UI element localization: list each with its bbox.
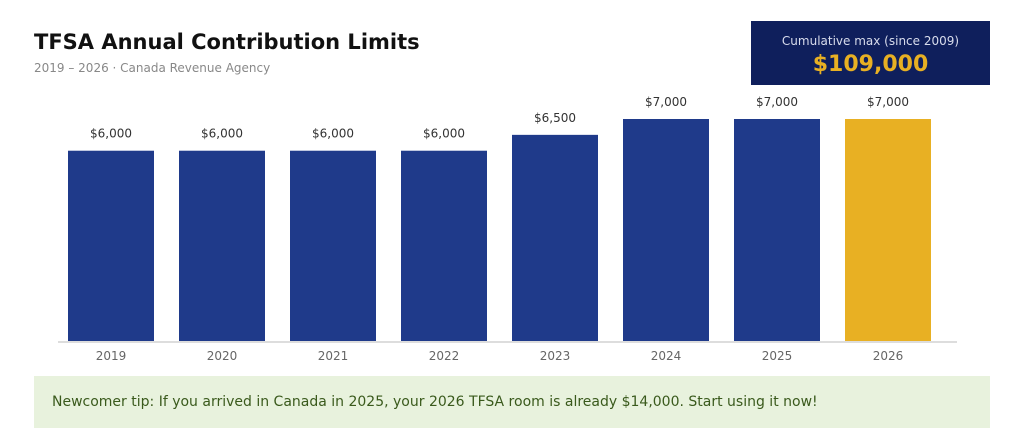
newcomer-tip: Newcomer tip: If you arrived in Canada i… bbox=[34, 376, 990, 428]
x-tick-label: 2020 bbox=[207, 349, 238, 363]
chart-title: TFSA Annual Contribution Limits bbox=[34, 30, 420, 54]
data-label: $6,000 bbox=[90, 127, 132, 141]
chart-subtitle: 2019 – 2026 · Canada Revenue Agency bbox=[34, 61, 271, 75]
bar-2020 bbox=[179, 150, 265, 341]
data-label: $6,500 bbox=[534, 111, 576, 125]
bar-2023 bbox=[512, 134, 598, 341]
data-label: $7,000 bbox=[645, 95, 687, 109]
x-tick-label: 2022 bbox=[429, 349, 460, 363]
x-tick-label: 2021 bbox=[318, 349, 349, 363]
x-tick-label: 2024 bbox=[651, 349, 682, 363]
data-label: $7,000 bbox=[867, 95, 909, 109]
bar-2026 bbox=[845, 119, 931, 341]
data-label: $6,000 bbox=[312, 127, 354, 141]
x-tick-label: 2019 bbox=[96, 349, 127, 363]
data-label: $7,000 bbox=[756, 95, 798, 109]
cumulative-value: $109,000 bbox=[812, 52, 929, 77]
bar-2019 bbox=[68, 150, 154, 341]
cumulative-card: Cumulative max (since 2009) $109,000 bbox=[751, 21, 990, 85]
bar-2021 bbox=[290, 150, 376, 341]
cumulative-label: Cumulative max (since 2009) bbox=[781, 34, 960, 48]
bar-2024 bbox=[623, 119, 709, 341]
data-label: $6,000 bbox=[423, 127, 465, 141]
data-label: $6,000 bbox=[201, 127, 243, 141]
x-tick-label: 2025 bbox=[762, 349, 793, 363]
x-tick-label: 2023 bbox=[540, 349, 571, 363]
bar-2025 bbox=[734, 119, 820, 341]
bar-2022 bbox=[401, 150, 487, 341]
x-tick-label: 2026 bbox=[873, 349, 904, 363]
